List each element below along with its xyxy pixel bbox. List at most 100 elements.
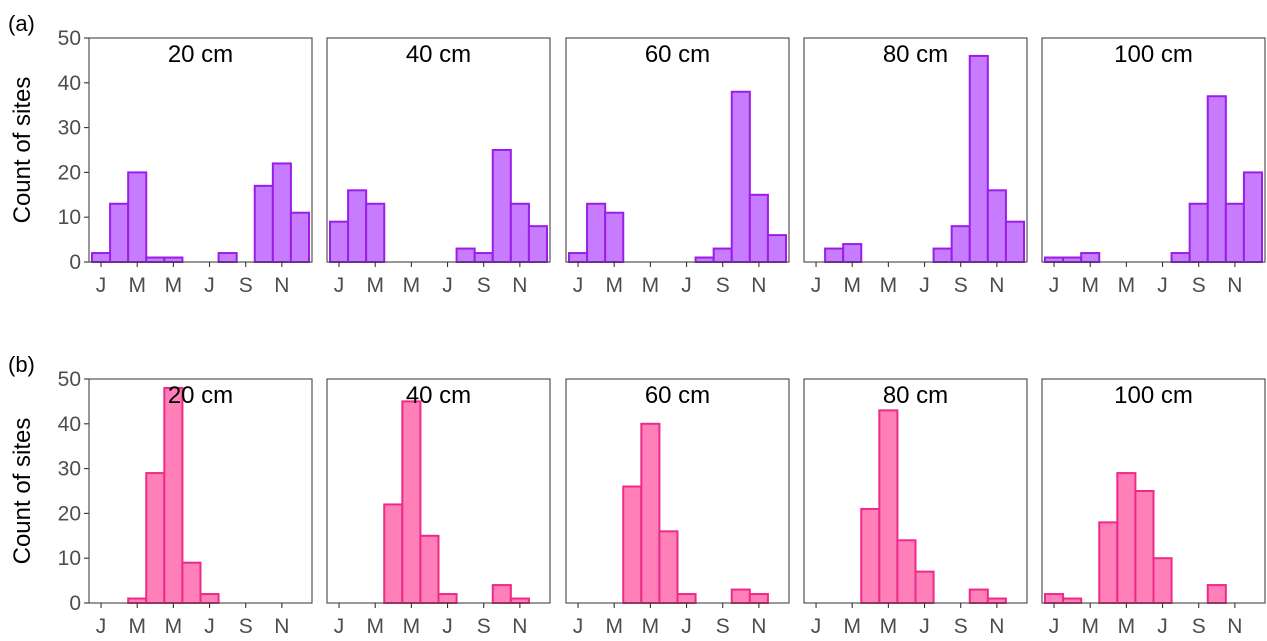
y-tick-label: 0 [69,592,81,615]
x-tick-label: J [573,274,584,297]
x-tick-label: J [573,615,584,638]
y-tick-label: 10 [58,206,81,229]
x-tick-label: J [681,615,692,638]
facet-panel-100cm: 100 cmJ M M J S N [1041,37,1266,297]
x-tick-label: M [128,274,146,297]
histogram-bar [455,247,476,263]
histogram-bar [1188,202,1209,263]
y-tick-label: 10 [58,547,81,570]
x-tick-label: N [274,615,289,638]
facet-panel-20cm: 20 cmJ M M J S N [88,378,313,638]
x-tick-label: M [642,615,660,638]
x-tick-label: J [204,274,215,297]
x-tick-label: J [1157,615,1168,638]
histogram-bar [914,570,935,605]
y-tick-label: 50 [58,368,81,391]
histogram-bar [253,184,274,263]
panel-frame [326,378,551,604]
x-tick-label: M [403,615,421,638]
x-tick-label: J [811,615,822,638]
x-tick-label: M [880,615,898,638]
y-axis-title: Count of sites [9,77,36,224]
histogram-bar [748,593,769,604]
histogram-bar [527,225,549,264]
y-tick-label: 0 [69,251,81,274]
histogram-bar [127,171,148,263]
x-tick-label: J [442,274,453,297]
x-tick-label: S [477,615,491,638]
histogram-bar [509,597,530,605]
histogram-bar [1116,472,1137,604]
histogram-bar [145,256,166,263]
facet-panel-60cm: 60 cmJ M M J S N [565,378,790,638]
panel-label: (b) [8,352,35,377]
x-tick-label: M [605,615,623,638]
y-tick-label: 40 [58,413,81,436]
histogram-bar [694,256,715,263]
histogram-bar [1134,490,1155,604]
x-tick-label: S [1192,615,1206,638]
histogram-bar [437,593,458,604]
y-tick-label: 30 [58,458,81,481]
histogram-bar [842,243,863,264]
x-tick-label: M [403,274,421,297]
x-tick-label: M [605,274,623,297]
histogram-bar [986,597,1007,605]
histogram-bar [824,247,845,263]
histogram-bar [640,422,661,604]
x-tick-label: J [811,274,822,297]
facet-title: 100 cm [1114,382,1193,409]
panel-frame [565,378,790,604]
histogram-bar [730,90,751,264]
x-tick-label: J [96,615,107,638]
x-tick-label: M [843,274,861,297]
y-tick-label: 20 [58,502,81,525]
histogram-bar [491,584,512,605]
histogram-bar [329,220,350,263]
x-tick-label: S [716,274,730,297]
facet-panel-60cm: 60 cmJ M M J S N [565,37,790,297]
histogram-bar [968,54,989,263]
histogram-bar [1206,584,1227,605]
panel-frame [1041,37,1266,263]
histogram-bar [1242,171,1263,263]
histogram-bar [676,593,697,604]
histogram-bar [622,485,643,604]
histogram-bar [1062,597,1083,605]
histogram-bar [1004,220,1026,263]
histogram-bar [365,202,386,263]
panel-frame [88,378,313,604]
histogram-bar [199,593,220,604]
facet-title: 100 cm [1114,41,1193,68]
x-tick-label: S [477,274,491,297]
histogram-bar [986,189,1007,264]
x-tick-label: S [716,615,730,638]
x-tick-label: N [989,274,1004,297]
x-tick-label: S [1192,274,1206,297]
histogram-bar [289,211,310,263]
x-tick-label: M [128,615,146,638]
x-tick-label: N [512,615,527,638]
y-axis-title: Count of sites [9,418,36,565]
y-tick-label: 40 [58,72,81,95]
facet-panel-80cm: 80 cmJ M M J S N [803,378,1028,638]
x-tick-label: J [334,615,345,638]
histogram-bar [491,149,512,263]
facet-title: 40 cm [406,41,471,68]
x-tick-label: M [642,274,660,297]
histogram-bar [127,597,148,605]
x-tick-label: J [1049,615,1060,638]
histogram-bar [860,507,881,605]
x-tick-label: S [954,274,968,297]
histogram-bar [1152,557,1173,605]
histogram-bar [271,162,292,263]
panel-frame [803,378,1028,604]
facet-title: 20 cm [168,382,233,409]
facet-title: 20 cm [168,41,233,68]
x-tick-label: M [165,615,183,638]
facet-title: 60 cm [645,382,710,409]
facet-panel-40cm: 40 cmJ M M J S N [326,37,551,297]
histogram-bar [604,211,625,263]
histogram-bar [109,202,130,263]
facet-title: 40 cm [406,382,471,409]
